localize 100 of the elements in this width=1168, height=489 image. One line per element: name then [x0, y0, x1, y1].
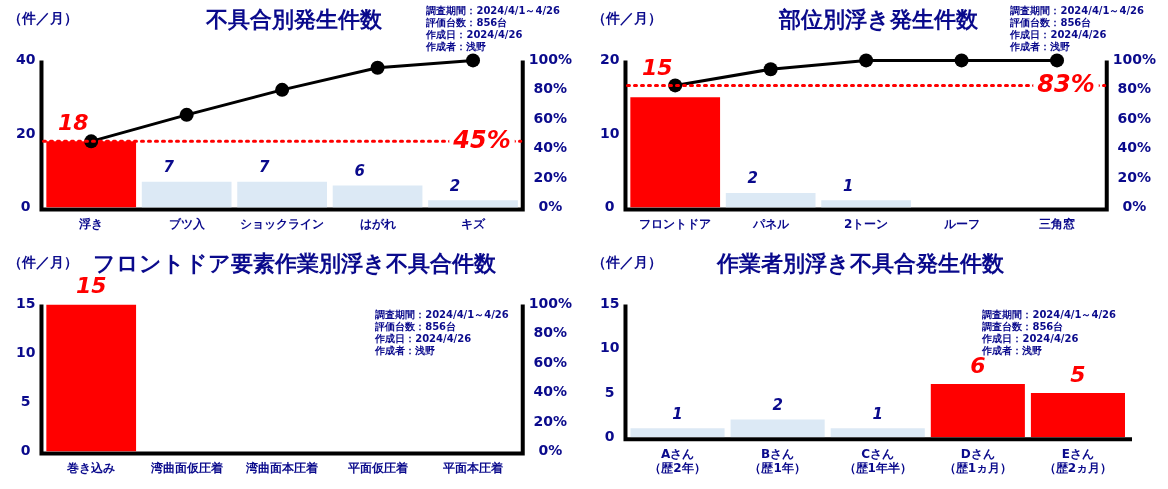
y2-tick-label: 100%: [528, 295, 573, 312]
x-tick-label: フロントドア: [639, 216, 712, 231]
y2-tick-label: 20%: [533, 412, 568, 429]
y2-tick-label: 60%: [533, 109, 568, 126]
data-label: 7: [258, 158, 270, 177]
x-tick-label: キズ: [461, 216, 487, 231]
bar: [332, 185, 423, 208]
data-label: 5: [1070, 361, 1086, 387]
y2-tick-label: 0%: [1122, 198, 1147, 215]
data-label: 1: [872, 404, 883, 423]
bar: [428, 200, 518, 208]
x-tick-label: ルーフ: [942, 216, 980, 231]
data-label: 2: [747, 169, 758, 188]
annotation: 調査期間：2024/4/1～4/26: [374, 308, 509, 320]
y-tick-label: 0: [20, 442, 31, 459]
y-tick-label: 15: [600, 295, 620, 312]
annotation: 調査期間：2024/4/1～4/26: [981, 308, 1117, 320]
y-tick-label: 15: [16, 295, 36, 312]
y-axis-title: （件／月）: [8, 9, 78, 26]
data-label: 7: [163, 158, 175, 177]
bar: [1030, 392, 1125, 438]
x-tick-label: 浮き: [78, 216, 104, 231]
y-tick-label: 5: [604, 383, 615, 400]
y2-tick-label: 20%: [533, 168, 568, 185]
x-tick-label: はがれ: [359, 216, 396, 231]
ref-line-label: 83%: [1037, 69, 1095, 98]
y-tick-label: 0: [604, 427, 615, 444]
y-tick-label: 10: [16, 344, 36, 361]
y2-tick-label: 80%: [533, 80, 568, 97]
x-tick-label: Cさん（歴1年半）: [843, 446, 912, 475]
y-tick-label: 10: [600, 124, 620, 141]
point: [179, 107, 194, 122]
bar: [725, 192, 816, 208]
bar: [830, 428, 925, 438]
chart-title: 不具合別発生件数: [205, 6, 383, 32]
y2-tick-label: 40%: [533, 383, 568, 400]
x-tick-label: パネル: [751, 216, 790, 231]
point: [859, 53, 874, 68]
data-label: 1: [842, 176, 854, 195]
text: 作成者：浅野: [1009, 40, 1071, 52]
x-tick-label: Eさん（歴2ヵ月）: [1043, 446, 1113, 475]
point: [370, 60, 385, 75]
x-tick-label: ショックライン: [240, 216, 325, 231]
x-tick-label: 平面本圧着: [442, 460, 504, 475]
x-tick-label: Dさん（歴1ヵ月）: [943, 446, 1013, 475]
point: [763, 62, 778, 77]
x-tick-label: 平面仮圧着: [346, 460, 408, 475]
y-tick-label: 20: [600, 51, 620, 68]
text: 評価台数：856台: [1009, 16, 1092, 28]
x-tick-label: 湾曲面本圧着: [245, 460, 319, 475]
y2-tick-label: 20%: [1117, 168, 1152, 185]
y2-tick-label: 40%: [533, 139, 568, 156]
y2-tick-label: 100%: [528, 51, 573, 68]
annotation: 作成者：浅野: [374, 344, 436, 356]
y2-tick-label: 40%: [1117, 139, 1152, 156]
y-tick-label: 20: [16, 124, 36, 141]
y2-tick-label: 0%: [538, 198, 563, 215]
x-tick-label: ブツ入: [168, 216, 206, 231]
y-axis-title: （件／月）: [592, 253, 662, 270]
data-label: 15: [641, 55, 673, 81]
bar: [237, 181, 327, 208]
chart-title: フロントドア要素作業別浮き不具合件数: [92, 250, 497, 276]
y2-tick-label: 60%: [533, 353, 568, 370]
annotation: 作成日：2024/4/26: [981, 332, 1079, 344]
text: 評価台数：856台: [425, 16, 508, 28]
annotation: 評価台数：856台: [374, 320, 457, 332]
y-tick-label: 40: [16, 51, 36, 68]
bar: [930, 384, 1025, 438]
y-axis-title: （件／月）: [8, 253, 78, 270]
bar: [141, 181, 232, 208]
x-tick-label: 三角窓: [1039, 216, 1076, 231]
ref-line-label: 45%: [452, 125, 511, 154]
annotation: 作成日：2024/4/26: [374, 332, 472, 344]
y2-tick-label: 60%: [1117, 109, 1152, 126]
bar: [821, 200, 911, 208]
data-label: 1: [672, 404, 683, 423]
text: 作成日：2024/4/26: [425, 28, 523, 40]
data-label: 18: [57, 110, 89, 136]
x-tick-label: 湾曲面仮圧着: [149, 460, 223, 475]
text: 調査期間：2024/4/1～4/26: [425, 4, 561, 16]
point: [275, 82, 290, 97]
point: [1050, 53, 1065, 68]
y-tick-label: 0: [20, 198, 31, 215]
point: [466, 53, 481, 68]
bar: [630, 428, 725, 438]
bar: [730, 419, 825, 438]
y2-tick-label: 80%: [533, 324, 568, 341]
data-label: 2: [772, 395, 783, 414]
data-label: 6: [354, 161, 365, 180]
annotation: 調査台数：856台: [981, 320, 1064, 332]
y-tick-label: 0: [604, 198, 615, 215]
y2-tick-label: 0%: [538, 442, 563, 459]
data-label: 15: [75, 273, 107, 299]
x-tick-label: Bさん（歴1年）: [749, 446, 806, 475]
text: 作成者：浅野: [425, 40, 487, 52]
y-axis-title: （件／月）: [592, 9, 662, 26]
y-tick-label: 5: [20, 393, 31, 410]
annotation: 作成者：浅野: [981, 344, 1043, 356]
x-tick-label: Aさん（歴2年）: [649, 446, 706, 475]
y-tick-label: 10: [600, 339, 620, 356]
